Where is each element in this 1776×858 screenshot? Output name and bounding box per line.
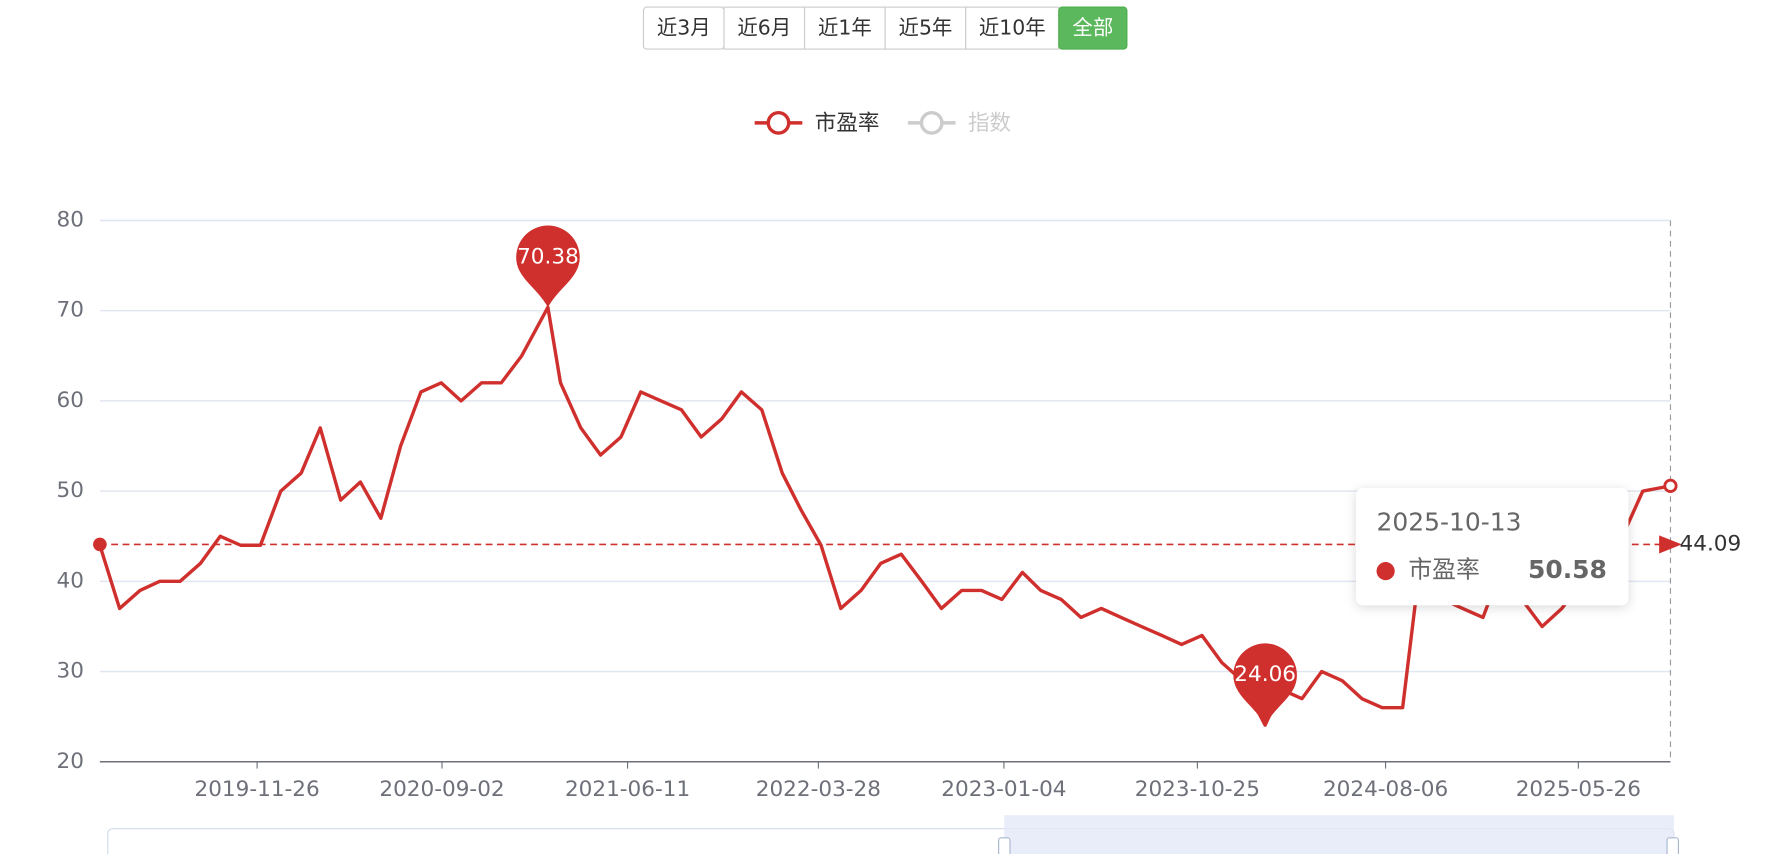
button-label: 近6月 [737, 16, 791, 40]
legend-item[interactable]: 市盈率 [754, 110, 880, 136]
tooltip-dot [1376, 562, 1395, 581]
legend-label: 指数 [968, 111, 1011, 136]
range-button[interactable]: 全部 [1058, 6, 1128, 50]
mark-label: 24.06 [1234, 662, 1296, 687]
x-tick-label: 2019-11-26 [195, 777, 320, 802]
range-button[interactable]: 近1年 [804, 6, 886, 50]
legend-label: 市盈率 [815, 111, 880, 136]
range-button[interactable]: 近10年 [965, 6, 1060, 50]
button-bg [723, 6, 806, 50]
button-bg [965, 6, 1060, 50]
x-tick-label: 2025-05-26 [1516, 777, 1641, 802]
y-tick-label: 20 [57, 749, 84, 774]
zoom-handle[interactable] [998, 837, 1011, 858]
zoom-handle[interactable] [1666, 837, 1679, 858]
y-tick-label: 60 [57, 388, 84, 413]
x-tick-label: 2020-09-02 [379, 777, 504, 802]
y-tick-label: 50 [57, 478, 84, 503]
average-label: 44.09 [1680, 531, 1742, 556]
y-tick-label: 80 [57, 207, 84, 232]
mark-pin [516, 225, 580, 308]
range-button[interactable]: 近6月 [723, 6, 806, 50]
tooltip-value: 50.58 [1528, 555, 1607, 584]
tooltip: 2025-10-13 市盈率 50.58 [1356, 488, 1629, 606]
range-button[interactable]: 近5年 [884, 6, 967, 50]
legend-item[interactable]: 指数 [907, 110, 1011, 136]
tooltip-date: 2025-10-13 [1377, 507, 1522, 536]
x-tick-label: 2023-10-25 [1135, 777, 1260, 802]
x-tick-label: 2021-06-11 [565, 777, 690, 802]
button-label: 近10年 [979, 16, 1046, 40]
x-tick-label: 2023-01-04 [941, 777, 1066, 802]
average-arrow [1659, 535, 1682, 554]
mark-pin [1233, 643, 1297, 726]
series-line [98, 305, 1671, 727]
button-label: 近5年 [899, 16, 953, 40]
legend-symbol [766, 110, 791, 135]
tooltip-name: 市盈率 [1408, 556, 1479, 584]
mark-label: 70.38 [517, 244, 579, 269]
y-tick-label: 40 [57, 568, 84, 593]
range-button[interactable]: 近3月 [642, 6, 725, 50]
tooltip-bg [1356, 488, 1629, 606]
data-zoom[interactable] [107, 815, 1679, 858]
average-start [93, 537, 107, 552]
last-point [1663, 478, 1678, 493]
button-bg [804, 6, 886, 50]
x-tick-label: 2024-08-06 [1323, 777, 1448, 802]
button-bg [1058, 6, 1128, 50]
x-tick-label: 2022-03-28 [756, 777, 881, 802]
button-label: 全部 [1072, 16, 1113, 40]
y-tick-label: 30 [57, 659, 84, 684]
button-bg [884, 6, 967, 50]
button-label: 近3月 [657, 16, 711, 40]
button-label: 近1年 [818, 16, 872, 40]
zoom-window[interactable] [1004, 815, 1674, 858]
y-tick-label: 70 [57, 298, 84, 323]
legend-symbol [919, 110, 944, 135]
